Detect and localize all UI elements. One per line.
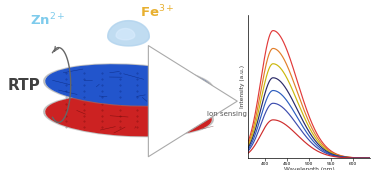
- Ellipse shape: [46, 65, 211, 105]
- Polygon shape: [116, 28, 135, 40]
- Ellipse shape: [46, 96, 211, 136]
- Text: Fe$^{3+}$: Fe$^{3+}$: [140, 4, 175, 20]
- Ellipse shape: [44, 64, 213, 106]
- Polygon shape: [108, 21, 149, 46]
- Text: Ion sensing: Ion sensing: [207, 111, 247, 117]
- Ellipse shape: [44, 95, 213, 137]
- Text: Zn$^{2+}$: Zn$^{2+}$: [30, 12, 66, 29]
- Polygon shape: [108, 21, 149, 46]
- Text: RTP: RTP: [8, 78, 40, 92]
- Y-axis label: Intensity (a.u.): Intensity (a.u.): [240, 65, 245, 108]
- X-axis label: Wavelength (nm): Wavelength (nm): [284, 167, 335, 170]
